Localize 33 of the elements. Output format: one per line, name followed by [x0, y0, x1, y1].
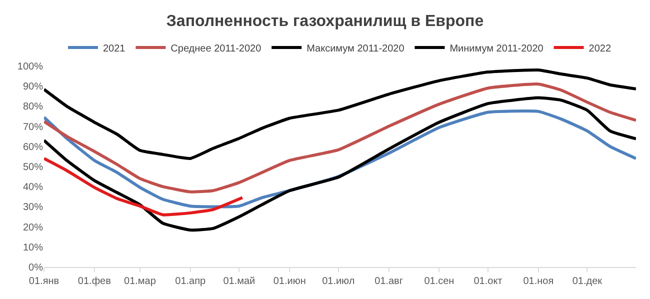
y-tick-label: 0% — [28, 262, 44, 274]
legend-label: 2022 — [588, 43, 612, 54]
x-tick-label: 01.май — [223, 276, 256, 287]
y-tick-label: 90% — [22, 82, 44, 93]
y-tick-label: 30% — [22, 202, 44, 214]
y-tick-label: 60% — [22, 142, 44, 153]
y-tick-label: 80% — [22, 102, 44, 113]
x-tick-label: 01.авг — [374, 276, 404, 287]
x-tick-label: 01.апр — [175, 276, 206, 287]
y-tick-label: 100% — [17, 62, 44, 72]
x-tick-label: 01.июн — [273, 276, 306, 287]
y-tick-label: 10% — [22, 242, 44, 254]
x-tick-label: 01.ноя — [523, 276, 554, 287]
chart-title: Заполненность газохранилищ в Европе — [166, 13, 484, 30]
y-tick-label: 20% — [22, 222, 44, 234]
x-tick-label: 01.мар — [124, 276, 156, 287]
x-tick-label: 01.фев — [78, 276, 111, 287]
legend-label: Минимум 2011-2020 — [450, 43, 544, 54]
line-series — [44, 68, 636, 160]
x-tick-label: 01.янв — [28, 276, 60, 287]
y-tick-label: 40% — [22, 182, 44, 194]
x-tick-label: 01.сен — [424, 276, 454, 287]
line-series — [44, 156, 244, 216]
legend-label: Среднее 2011-2020 — [170, 43, 262, 54]
x-tick-label: 01.окт — [474, 276, 503, 287]
line-series — [44, 96, 636, 232]
y-tick-label: 70% — [22, 122, 44, 133]
y-tick-label: 50% — [22, 162, 44, 173]
legend-label: Максимум 2011-2020 — [306, 43, 405, 54]
x-tick-label: 01.июл — [322, 276, 355, 287]
x-tick-label: 01.дек — [572, 276, 603, 287]
line-series — [44, 82, 636, 194]
legend-label: 2021 — [103, 43, 126, 54]
